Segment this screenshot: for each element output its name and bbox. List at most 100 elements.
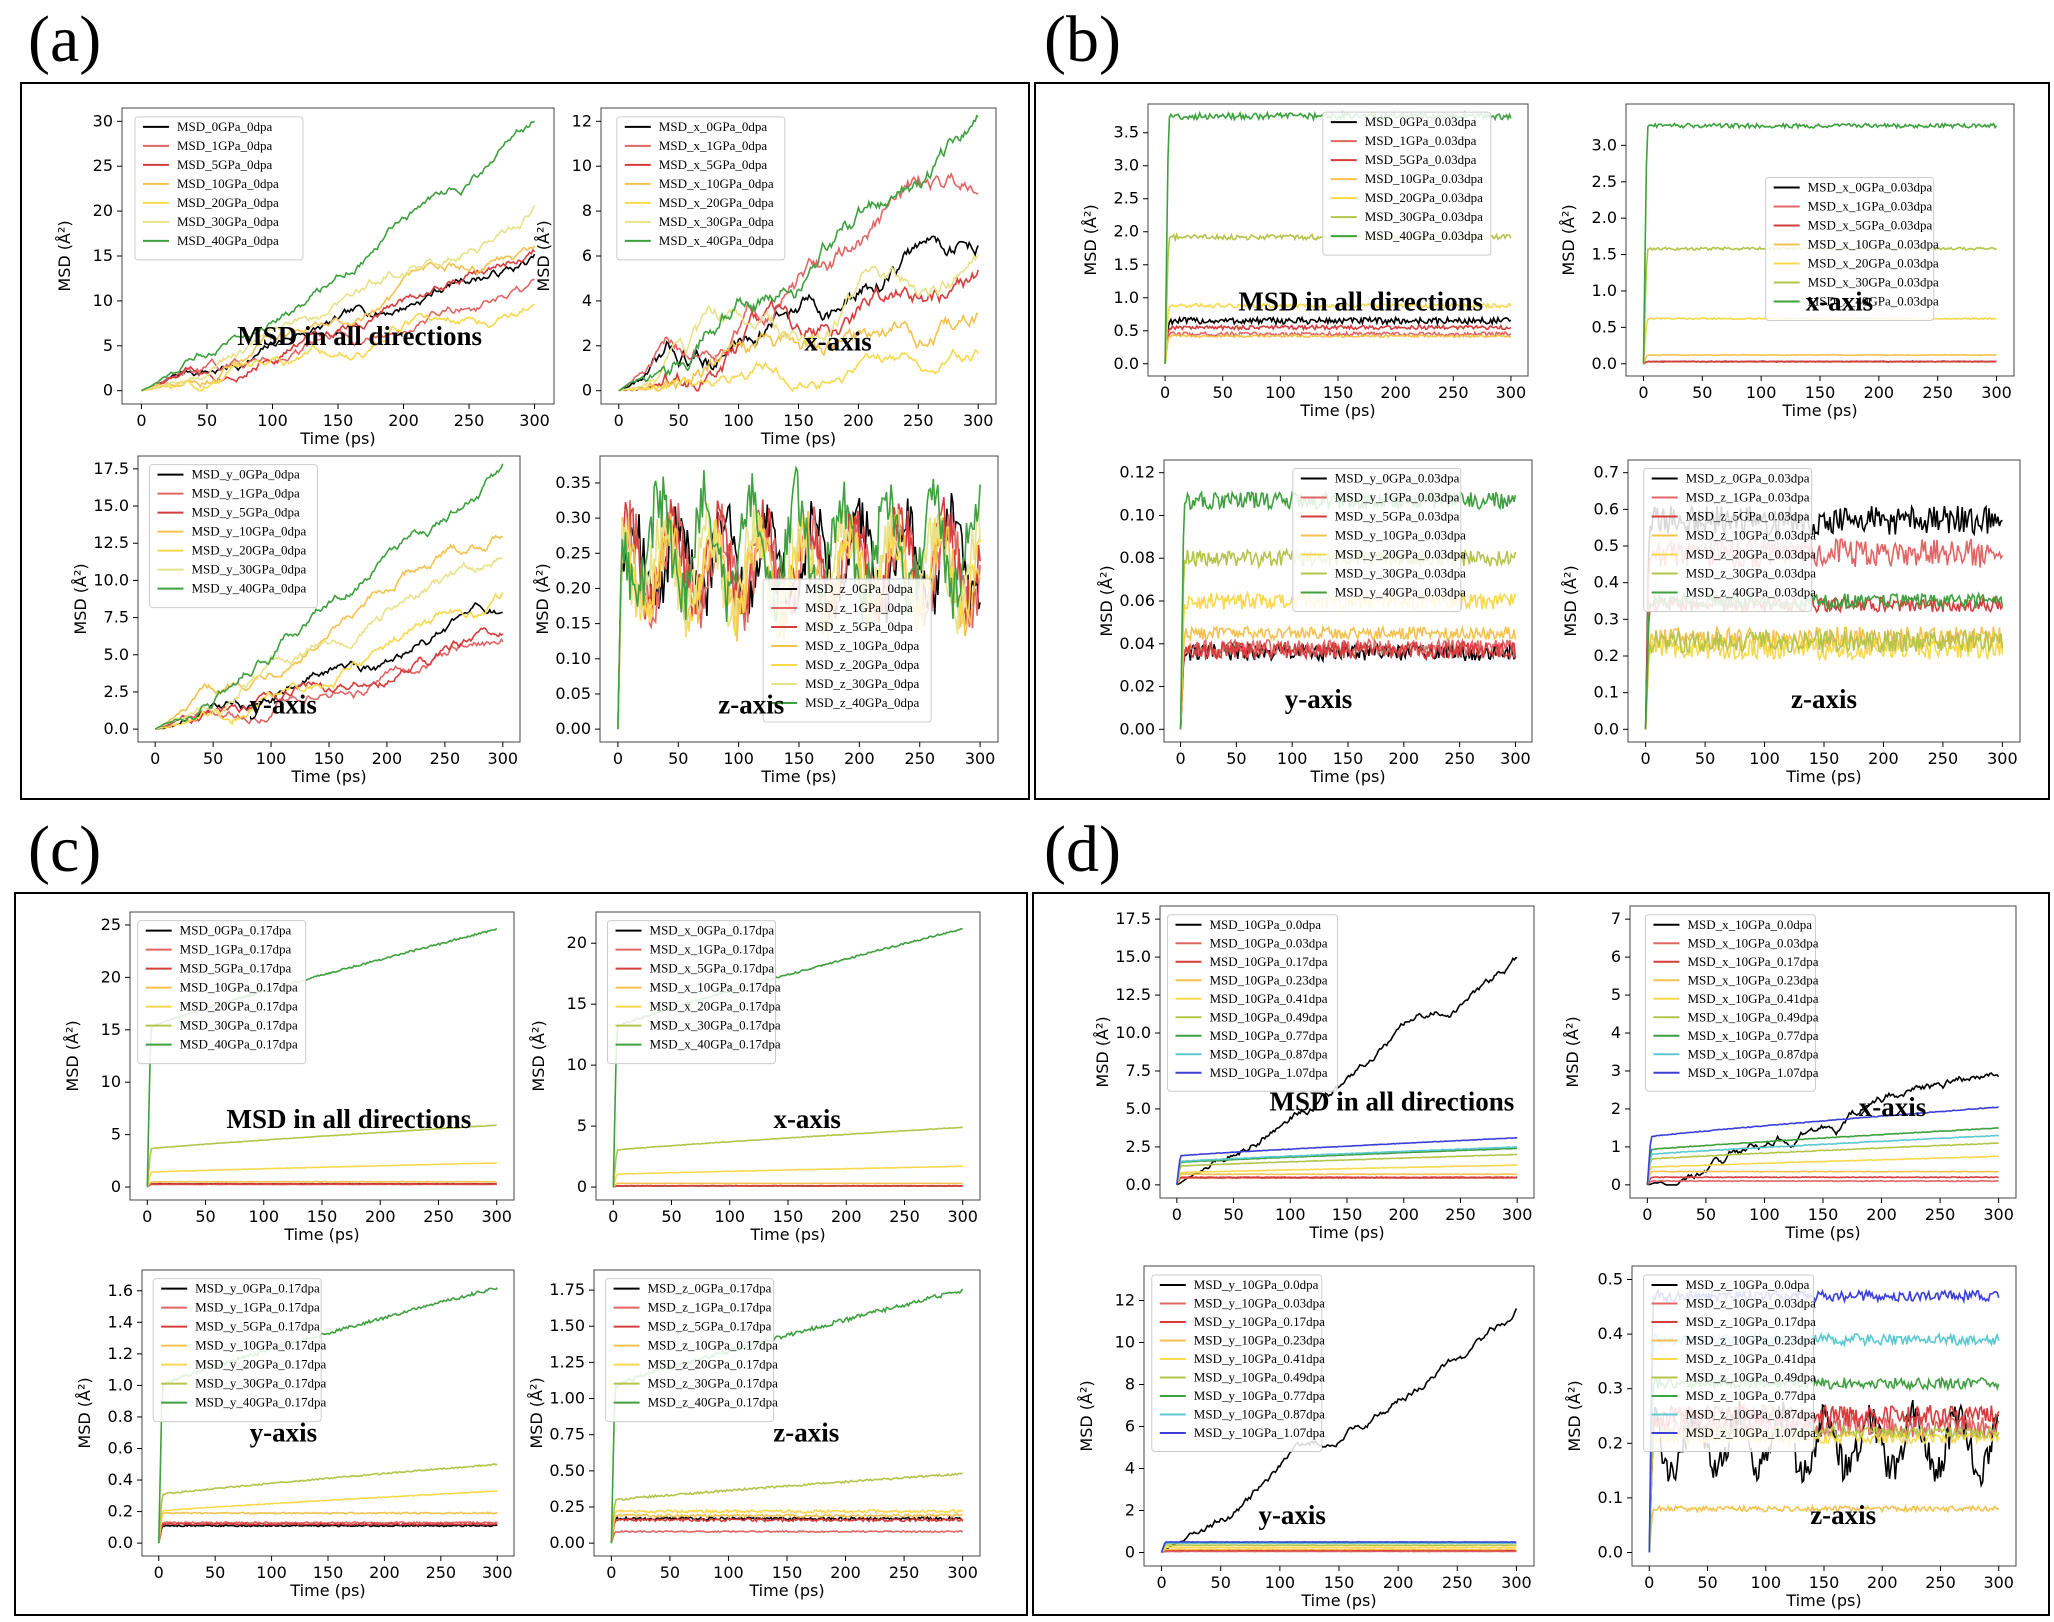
x-tick-label: 0	[1175, 749, 1185, 768]
x-tick-label: 200	[1388, 1205, 1419, 1224]
y-tick-label: 0.50	[549, 1461, 585, 1480]
y-tick-label: 15	[567, 994, 587, 1013]
series-line-MSD_z_30GPa_0.03dpa	[1644, 628, 2004, 730]
y-tick-label: 0.0	[104, 719, 129, 738]
legend-entry: MSD_5GPa_0dpa	[177, 157, 273, 172]
x-axis-label: Time (ps)	[1300, 1591, 1376, 1610]
y-tick-label: 0.00	[555, 719, 591, 738]
series-line-MSD_y_10GPa_0.03dpa	[1179, 624, 1517, 730]
legend-box	[1643, 467, 1813, 612]
x-tick-label: 150	[1808, 1205, 1839, 1224]
legend-entry: MSD_x_20GPa_0dpa	[659, 195, 774, 210]
series-line-MSD_x_30GPa_0dpa	[618, 253, 979, 392]
y-tick-label: 0.1	[1598, 1488, 1623, 1507]
x-axis-label: Time (ps)	[299, 429, 375, 448]
x-tick-label: 200	[1864, 383, 1895, 402]
legend-entry: MSD_z_1GPa_0.03dpa	[1686, 489, 1810, 504]
legend-box	[1765, 176, 1935, 321]
legend-entry: MSD_x_5GPa_0dpa	[659, 157, 768, 172]
x-tick-label: 250	[430, 749, 461, 768]
x-axis-label: Time (ps)	[1785, 1591, 1861, 1610]
series-line-MSD_y_40GPa_0dpa	[154, 463, 504, 730]
x-tick-label: 300	[963, 411, 994, 430]
legend-entry: MSD_1GPa_0.03dpa	[1365, 133, 1477, 148]
legend-entry: MSD_y_40GPa_0.03dpa	[1335, 584, 1466, 599]
x-tick-label: 200	[843, 411, 874, 430]
x-tick-label: 250	[1928, 749, 1959, 768]
x-tick-label: 100	[1750, 1573, 1781, 1592]
y-tick-label: 0.0	[1598, 1543, 1623, 1562]
legend-entry: MSD_10GPa_0.0dpa	[1209, 917, 1321, 932]
y-axis-label: MSD (Å²)	[1077, 1380, 1096, 1451]
x-tick-label: 150	[314, 749, 345, 768]
series-line-MSD_20GPa_0dpa	[141, 303, 535, 392]
series-line-MSD_x_20GPa_0.17dpa	[612, 1165, 963, 1188]
legend-entry: MSD_z_10GPa_0.17dpa	[1686, 1314, 1817, 1329]
y-tick-label: 0.25	[549, 1497, 585, 1516]
x-tick-label: 300	[482, 1563, 513, 1582]
y-tick-label: 4	[1125, 1459, 1135, 1478]
legend-entry: MSD_y_10GPa_0.41dpa	[1194, 1351, 1325, 1366]
legend-entry: MSD_z_5GPa_0.03dpa	[1686, 508, 1810, 523]
y-tick-label: 6	[582, 246, 592, 265]
series-line-MSD_y_0GPa_0.17dpa	[157, 1523, 498, 1544]
panel-label-d: (d)	[1044, 813, 1121, 886]
x-tick-label: 150	[1809, 749, 1840, 768]
subplot-annotation: x-axis	[1806, 287, 1874, 317]
legend-entry: MSD_y_1GPa_0.17dpa	[195, 1300, 320, 1315]
series-line-MSD_z_5GPa_0.17dpa	[610, 1517, 964, 1544]
y-tick-label: 0.06	[1119, 591, 1155, 610]
x-tick-label: 50	[661, 1207, 681, 1226]
x-tick-label: 50	[1223, 1205, 1243, 1224]
legend-entry: MSD_x_5GPa_0.17dpa	[650, 961, 775, 976]
y-tick-label: 0.00	[549, 1533, 585, 1552]
x-tick-label: 150	[1805, 383, 1836, 402]
x-tick-label: 150	[307, 1207, 338, 1226]
x-tick-label: 250	[889, 1207, 920, 1226]
y-tick-label: 3.5	[1114, 123, 1139, 142]
x-tick-label: 200	[372, 749, 403, 768]
y-tick-label: 3.0	[1114, 156, 1139, 175]
legend-entry: MSD_z_0GPa_0dpa	[805, 581, 913, 596]
x-tick-label: 100	[1277, 749, 1308, 768]
y-tick-label: 0.1	[1594, 683, 1619, 702]
subplot-annotation: x-axis	[1859, 1092, 1927, 1122]
series-line-MSD_30GPa_0dpa	[141, 205, 536, 392]
series-line-MSD_y_30GPa_0.17dpa	[157, 1462, 498, 1544]
x-tick-label: 200	[1867, 1573, 1898, 1592]
legend-entry: MSD_z_10GPa_0.23dpa	[1686, 1333, 1817, 1348]
y-tick-label: 0.25	[555, 543, 591, 562]
x-axis-label: Time (ps)	[1308, 1223, 1384, 1242]
x-tick-label: 0	[142, 1207, 152, 1226]
y-tick-label: 0.5	[1592, 317, 1617, 336]
legend-entry: MSD_x_40GPa_0dpa	[659, 233, 774, 248]
y-tick-label: 8	[582, 201, 592, 220]
legend-entry: MSD_10GPa_0.49dpa	[1209, 1009, 1327, 1024]
y-tick-label: 1.2	[108, 1344, 133, 1363]
y-axis-label: MSD (Å²)	[534, 220, 553, 291]
legend-box	[152, 1278, 322, 1423]
x-tick-label: 50	[669, 411, 689, 430]
y-tick-label: 0.4	[1594, 573, 1619, 592]
series-line-MSD_y_20GPa_0.17dpa	[157, 1490, 498, 1544]
y-tick-label: 0.08	[1119, 548, 1155, 567]
series-line-MSD_y_10GPa_0.41dpa	[1160, 1546, 1517, 1553]
x-tick-label: 150	[773, 1207, 804, 1226]
y-axis-label: MSD (Å²)	[529, 1020, 548, 1091]
x-tick-label: 250	[1438, 383, 1469, 402]
series-line-MSD_y_10GPa_0.49dpa	[1160, 1544, 1517, 1553]
legend-box	[607, 920, 777, 1065]
x-tick-label: 300	[947, 1207, 978, 1226]
x-tick-label: 300	[1501, 1573, 1532, 1592]
series-line-MSD_x_10GPa_0.23dpa	[1646, 1170, 1999, 1186]
y-tick-label: 20	[567, 933, 587, 952]
legend-entry: MSD_y_5GPa_0.03dpa	[1335, 508, 1460, 523]
x-tick-label: 200	[1380, 383, 1411, 402]
x-tick-label: 0	[1641, 749, 1651, 768]
legend-entry: MSD_10GPa_0.77dpa	[1209, 1028, 1327, 1043]
legend-entry: MSD_z_1GPa_0dpa	[805, 600, 913, 615]
legend-entry: MSD_x_10GPa_0.87dpa	[1687, 1046, 1818, 1061]
x-tick-label: 100	[256, 1563, 287, 1582]
y-axis-label: MSD (Å²)	[71, 563, 90, 634]
legend-entry: MSD_x_10GPa_0.49dpa	[1687, 1009, 1818, 1024]
